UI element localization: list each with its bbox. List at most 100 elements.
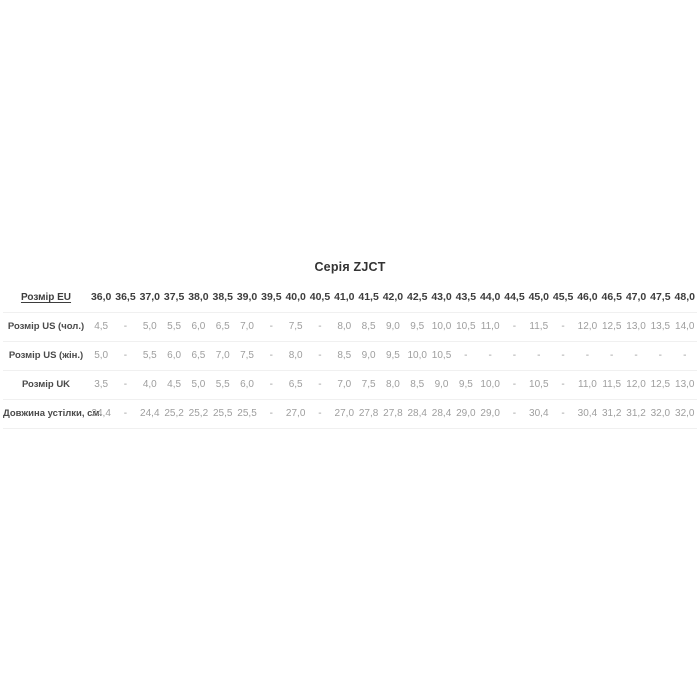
table-cell: 5,0 — [142, 321, 157, 332]
table-cell: 27,8 — [383, 408, 403, 419]
eu-size-header-cell: 41,5 — [358, 291, 379, 304]
eu-size-header-cell: 44,0 — [479, 291, 501, 304]
table-cell: 8,5 — [410, 379, 425, 390]
table-cell: - — [269, 350, 274, 361]
table-cell: 4,5 — [94, 321, 109, 332]
table-cell: 8,0 — [337, 321, 352, 332]
table-cell: - — [123, 321, 128, 332]
table-row: Розмір US (жін.) 5,0 - 5,5 6,0 6,5 7,0 7,5 - 8,0 -… — [3, 341, 697, 370]
table-cell: 24,4 — [140, 408, 160, 419]
table-cell: 6,5 — [191, 350, 206, 361]
table-cell: - — [123, 408, 128, 419]
table-cell: 30,4 — [529, 408, 549, 419]
eu-size-header-cell: 39,0 — [236, 291, 258, 304]
table-cell: - — [658, 350, 663, 361]
table-cell: 9,5 — [385, 350, 400, 361]
table-cell: 10,0 — [407, 350, 427, 361]
table-cell: 10,5 — [529, 379, 549, 390]
table-cell: 7,0 — [337, 379, 352, 390]
table-cell: - — [561, 408, 565, 419]
table-cell: 8,5 — [361, 321, 376, 332]
table-cell: - — [512, 408, 517, 419]
table-cell: 31,2 — [601, 408, 622, 419]
table-cell: - — [318, 379, 322, 390]
table-row: Довжина устілки, см. 24,4-24,4 25,2 25,2 25,… — [3, 399, 697, 428]
series-title: Серія ZJCT — [314, 260, 386, 274]
eu-size-header-cell: 42,5 — [407, 291, 428, 304]
table-cell: - — [683, 350, 687, 361]
table-cell: - — [123, 350, 128, 361]
row-label: Довжина устілки, см. — [3, 408, 103, 419]
table-cell: 11,5 — [529, 321, 549, 332]
eu-size-header-cell: 36,5 — [115, 291, 136, 304]
table-cell: 32,0 — [675, 408, 695, 419]
eu-size-header-cell: 39,5 — [261, 291, 282, 304]
table-cell: 5,5 — [215, 379, 230, 390]
table-cell: 8,0 — [385, 379, 400, 390]
eu-size-header-cell: 38,5 — [212, 291, 233, 304]
table-cell: 25,5 — [237, 408, 257, 419]
table-cell: - — [634, 350, 638, 361]
eu-size-header-cell: 42,0 — [382, 291, 404, 304]
table-cell: 6,0 — [240, 379, 254, 390]
table-cell: - — [561, 350, 565, 361]
table-cell: 7,5 — [361, 379, 376, 390]
table-cell: 24,4 — [91, 408, 111, 419]
table-cell: 28,4 — [431, 408, 452, 419]
table-cell: 11,0 — [480, 321, 500, 332]
table-cell: 7,0 — [240, 321, 254, 332]
table-cell: - — [610, 350, 614, 361]
table-cell: 27,0 — [285, 408, 306, 419]
table-cell: 25,2 — [164, 408, 184, 419]
row-label: Розмір UK — [21, 379, 71, 390]
table-cell: 32,0 — [650, 408, 671, 419]
table-cell: 9,0 — [434, 379, 449, 390]
table-cell: 31,2 — [626, 408, 646, 419]
table-cell: 3,5 — [94, 379, 109, 390]
eu-size-header-cell: 46,0 — [577, 291, 598, 304]
table-cell: 29,0 — [456, 408, 476, 419]
eu-size-header-cell: 43,0 — [431, 291, 452, 304]
table-cell: 7,5 — [240, 350, 254, 361]
eu-size-header-cell: 37,0 — [139, 291, 160, 304]
table-cell: - — [318, 408, 322, 419]
table-cell: 12,0 — [626, 379, 646, 390]
eu-size-header-cell: 38,0 — [188, 291, 209, 304]
table-cell: 9,5 — [410, 321, 425, 332]
table-cell: 5,5 — [167, 321, 182, 332]
table-cell: - — [537, 350, 541, 361]
eu-size-header-cell: 48,0 — [674, 291, 695, 304]
table-header-row: Розмір EU 36,0 36,5 37,0 37,5 38,0 38,5 39,0 39,… — [3, 283, 697, 312]
table-cell: - — [269, 321, 274, 332]
table-cell: 10,0 — [480, 379, 500, 390]
eu-size-header-cell: 41,0 — [334, 291, 355, 304]
eu-size-header-cell: 46,5 — [601, 291, 622, 304]
table-cell: 14,0 — [675, 321, 695, 332]
eu-size-header-cell: 44,5 — [504, 291, 525, 304]
size-table-container: Розмір EU 36,0 36,5 37,0 37,5 38,0 38,5 39,0 39,… — [3, 283, 697, 429]
eu-size-header-cell: 36,0 — [90, 291, 112, 304]
eu-size-header-cell: 47,0 — [625, 291, 647, 304]
table-cell: - — [512, 321, 517, 332]
eu-size-link[interactable]: Розмір EU — [20, 291, 72, 303]
eu-size-header-cell: 37,5 — [163, 291, 185, 304]
table-cell: - — [269, 379, 274, 390]
table-cell: 28,4 — [407, 408, 427, 419]
table-cell: - — [488, 350, 492, 361]
table-cell: 11,5 — [602, 379, 622, 390]
table-cell: 13,0 — [675, 379, 695, 390]
table-cell: - — [464, 350, 468, 361]
table-cell: 8,0 — [288, 350, 303, 361]
table-cell: 13,5 — [650, 321, 671, 332]
row-label: Розмір US (жін.) — [8, 350, 84, 361]
table-cell: 10,5 — [456, 321, 476, 332]
table-cell: 11,0 — [578, 379, 597, 390]
eu-size-header-cell: 47,5 — [650, 291, 671, 304]
table-cell: 10,5 — [431, 350, 452, 361]
table-cell: 12,0 — [577, 321, 598, 332]
table-cell: - — [269, 408, 274, 419]
table-row: Розмір UK 3,5 - 4,0 4,5 5,0 5,5 6,0 - 6,5 - 7,0 7,5 8… — [3, 370, 697, 399]
table-cell: 30,4 — [577, 408, 598, 419]
table-cell: 4,5 — [167, 379, 182, 390]
